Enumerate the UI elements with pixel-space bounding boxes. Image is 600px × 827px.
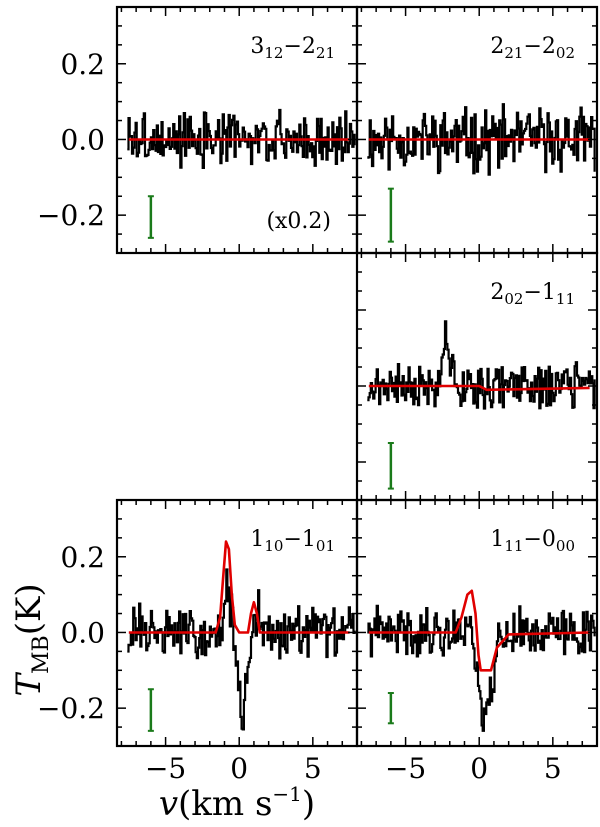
label-subscript: 21 — [316, 44, 335, 62]
label-part: 0 — [542, 527, 556, 552]
model-fit-p111 — [368, 589, 590, 672]
label-subscript: 02 — [504, 290, 523, 308]
label-subscript: 10 — [264, 537, 283, 555]
label-part: − — [523, 34, 541, 59]
label-subscript: 21 — [504, 44, 523, 62]
label-subscript: 11 — [556, 290, 575, 308]
panel-p221: 221−202 — [355, 5, 599, 255]
transition-label-p111: 111−000 — [490, 527, 575, 555]
x-tick-label: 0 — [230, 752, 248, 785]
y-tick-label: 0.2 — [60, 541, 105, 574]
observed-spectrum-p202 — [367, 320, 596, 410]
label-part: − — [523, 527, 541, 552]
y-tick-label: −0.2 — [37, 199, 105, 232]
model-fit-p110 — [128, 540, 350, 634]
label-subscript: 02 — [556, 44, 575, 62]
panel-p312: −0.2 0.0 0.2 312−221 (x0.2) — [37, 5, 359, 255]
transition-label-p202: 202−111 — [490, 280, 575, 308]
scale-note-p312: (x0.2) — [266, 209, 331, 234]
label-part: 1 — [302, 527, 316, 552]
label-part: 3 — [250, 34, 264, 59]
observed-spectrum-p110 — [127, 568, 356, 731]
model-fit-p202 — [368, 384, 590, 392]
label-part: 2 — [302, 34, 316, 59]
y-tick-label: 0.0 — [60, 123, 105, 156]
y-axis-label: TMB(K) — [9, 583, 54, 696]
label-part: 1 — [250, 527, 264, 552]
label-part: − — [523, 280, 541, 305]
label-subscript: 01 — [316, 537, 335, 555]
transition-label-p312: 312−221 — [250, 34, 335, 62]
label-part: 2 — [490, 280, 504, 305]
x-tick-label: 0 — [470, 752, 488, 785]
label-part: − — [283, 34, 301, 59]
transition-label-p110: 110−101 — [250, 527, 335, 555]
x-tick-label: 5 — [304, 752, 322, 785]
label-subscript: 00 — [556, 537, 575, 555]
label-part: − — [283, 527, 301, 552]
panel-p202: 202−111 — [355, 251, 599, 502]
x-tick-label: −5 — [385, 752, 426, 785]
observed-spectrum-p111 — [367, 604, 596, 732]
y-tick-label: −0.2 — [37, 692, 105, 725]
x-axis-label: v(km s−1) — [159, 782, 315, 824]
label-part: 1 — [490, 527, 504, 552]
y-tick-label: 0.2 — [60, 48, 105, 81]
label-part: 2 — [542, 34, 556, 59]
x-tick-label: 5 — [544, 752, 562, 785]
label-part: 2 — [490, 34, 504, 59]
label-subscript: 12 — [264, 44, 283, 62]
y-tick-label: 0.0 — [60, 616, 105, 649]
panel-grid: −0.20.00.2312−221(x0.2)221−202202−111−0.… — [37, 5, 599, 785]
label-subscript: 11 — [504, 537, 523, 555]
label-part: 1 — [542, 280, 556, 305]
transition-label-p221: 221−202 — [490, 34, 575, 62]
panel-frame-p111 — [355, 498, 599, 748]
observed-spectrum-p221 — [367, 103, 596, 176]
x-tick-label: −5 — [145, 752, 186, 785]
